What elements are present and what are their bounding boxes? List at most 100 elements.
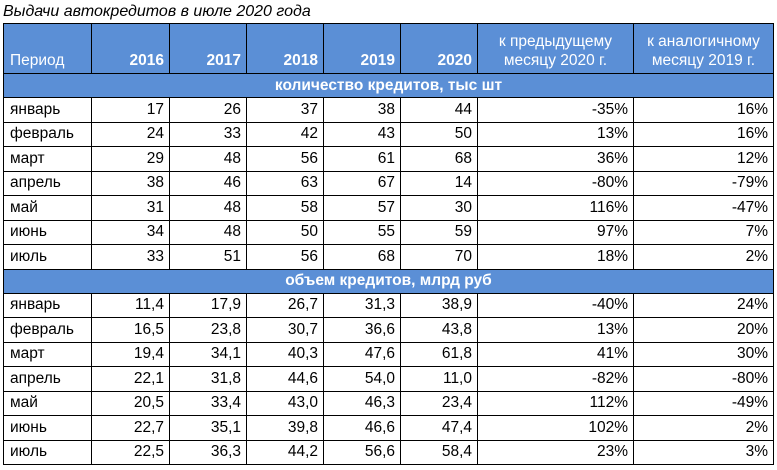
month-cell: февраль [3,121,92,147]
yoy-change-cell: 16% [633,97,774,123]
value-cell: 23,8 [169,317,247,343]
prev-month-change-cell: 18% [477,244,634,270]
value-cell: 24 [91,121,170,147]
value-cell: 11,4 [91,292,170,318]
table-row: май 31 48 58 57 30 116% -47% [3,195,774,221]
prev-month-change-cell: -35% [477,97,634,123]
column-header-year: 2017 [169,23,247,74]
prev-month-change-cell: -80% [477,170,634,196]
value-cell: 46,3 [323,390,401,416]
value-cell: 37 [246,97,324,123]
yoy-change-cell: 24% [633,292,774,318]
value-cell: 70 [400,244,478,270]
value-cell: 68 [323,244,401,270]
month-cell: февраль [3,317,92,343]
value-cell: 48 [169,219,247,245]
value-cell: 30 [400,195,478,221]
yoy-change-cell: 12% [633,146,774,172]
value-cell: 46 [169,170,247,196]
table-body: количество кредитов, тыс шт январь 17 26 37 3… [3,73,774,465]
value-cell: 43 [323,121,401,147]
month-cell: январь [3,292,92,318]
prev-month-change-cell: 13% [477,317,634,343]
value-cell: 42 [246,121,324,147]
value-cell: 14 [400,170,478,196]
month-cell: март [3,146,92,172]
value-cell: 31,3 [323,292,401,318]
month-cell: май [3,195,92,221]
table-row: май 20,5 33,4 43,0 46,3 23,4 112% -49% [3,390,774,416]
table-row: июль 33 51 56 68 70 18% 2% [3,244,774,270]
value-cell: 16,5 [91,317,170,343]
value-cell: 22,7 [91,415,170,441]
value-cell: 47,4 [400,415,478,441]
yoy-change-cell: 20% [633,317,774,343]
value-cell: 17,9 [169,292,247,318]
yoy-change-cell: 7% [633,219,774,245]
value-cell: 36,6 [323,317,401,343]
prev-month-change-cell: 116% [477,195,634,221]
value-cell: 34 [91,219,170,245]
table-row: март 29 48 56 61 68 36% 12% [3,146,774,172]
value-cell: 61,8 [400,341,478,367]
value-cell: 34,1 [169,341,247,367]
column-header-period: Период [3,23,92,74]
value-cell: 51 [169,244,247,270]
value-cell: 44,6 [246,366,324,392]
value-cell: 40,3 [246,341,324,367]
value-cell: 44 [400,97,478,123]
column-header-same-month: к аналогичному месяцу 2019 г. [633,23,774,74]
value-cell: 23,4 [400,390,478,416]
month-cell: июнь [3,219,92,245]
section-title: объем кредитов, млрд руб [3,268,774,294]
header-row: Период 2016 2017 2018 2019 2020 к предыд… [3,23,774,74]
value-cell: 58,4 [400,439,478,465]
table-row: январь 11,4 17,9 26,7 31,3 38,9 -40% 24% [3,292,774,318]
value-cell: 68 [400,146,478,172]
value-cell: 33,4 [169,390,247,416]
column-header-year: 2020 [400,23,478,74]
value-cell: 46,6 [323,415,401,441]
yoy-change-cell: 16% [633,121,774,147]
table-row: июль 22,5 36,3 44,2 56,6 58,4 23% 3% [3,439,774,465]
value-cell: 38,9 [400,292,478,318]
value-cell: 38 [323,97,401,123]
table-row: февраль 24 33 42 43 50 13% 16% [3,121,774,147]
section-title: количество кредитов, тыс шт [3,73,774,98]
column-header-year: 2016 [91,23,170,74]
value-cell: 20,5 [91,390,170,416]
yoy-change-cell: 2% [633,244,774,270]
value-cell: 29 [91,146,170,172]
table-row: февраль 16,5 23,8 30,7 36,6 43,8 13% 20% [3,317,774,343]
yoy-change-cell: 3% [633,439,774,465]
value-cell: 50 [246,219,324,245]
value-cell: 43,8 [400,317,478,343]
value-cell: 55 [323,219,401,245]
prev-month-change-cell: 97% [477,219,634,245]
value-cell: 54,0 [323,366,401,392]
value-cell: 31,8 [169,366,247,392]
table-row: апрель 22,1 31,8 44,6 54,0 11,0 -82% -80% [3,366,774,392]
value-cell: 38 [91,170,170,196]
value-cell: 19,4 [91,341,170,367]
month-cell: июль [3,439,92,465]
table-row: апрель 38 46 63 67 14 -80% -79% [3,170,774,196]
value-cell: 30,7 [246,317,324,343]
prev-month-change-cell: 102% [477,415,634,441]
month-cell: май [3,390,92,416]
section-header-row: объем кредитов, млрд руб [3,268,774,294]
column-header-year: 2019 [323,23,401,74]
value-cell: 47,6 [323,341,401,367]
value-cell: 63 [246,170,324,196]
value-cell: 58 [246,195,324,221]
yoy-change-cell: -79% [633,170,774,196]
value-cell: 26,7 [246,292,324,318]
value-cell: 56,6 [323,439,401,465]
value-cell: 57 [323,195,401,221]
month-cell: апрель [3,170,92,196]
auto-loans-table: Период 2016 2017 2018 2019 2020 к предыд… [3,23,774,465]
value-cell: 33 [91,244,170,270]
prev-month-change-cell: -82% [477,366,634,392]
value-cell: 44,2 [246,439,324,465]
table-row: июнь 34 48 50 55 59 97% 7% [3,219,774,245]
